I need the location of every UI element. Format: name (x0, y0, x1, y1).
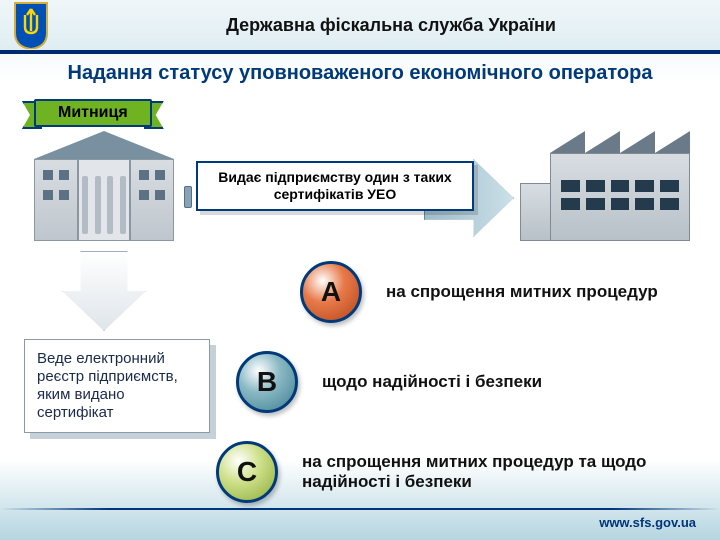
issues-certificate-label: Видає підприємству один з таких сертифік… (196, 161, 474, 211)
certificate-text-c: на спрощення митних процедур та щодо над… (302, 452, 700, 493)
certificate-text-b: щодо надійності і безпеки (322, 372, 542, 392)
customs-building-icon (34, 131, 174, 241)
page-title: Надання статусу уповноваженого економічн… (0, 54, 720, 97)
org-title: Державна фіскальна служба України (62, 15, 720, 36)
coat-of-arms-icon (10, 4, 52, 46)
customs-ribbon-label: Митниця (34, 99, 152, 127)
enterprise-building-icon (520, 131, 690, 241)
diagram-canvas: Митниця Видає підприємству один з таких … (0, 97, 720, 517)
certificate-circle-c: С (216, 441, 278, 503)
certificate-row-a: А на спрощення митних процедур (300, 261, 700, 323)
arrow-down-icon (62, 251, 146, 331)
certificate-circle-b: В (236, 351, 298, 413)
certificate-row-b: В щодо надійності і безпеки (236, 351, 700, 413)
certificate-circle-a: А (300, 261, 362, 323)
certificate-row-c: С на спрощення митних процедур та щодо н… (216, 441, 700, 503)
footer-divider (0, 508, 720, 510)
footer-url: www.sfs.gov.ua (599, 515, 696, 530)
header-bar: Державна фіскальна служба України (0, 0, 720, 54)
certificate-text-a: на спрощення митних процедур (386, 282, 658, 302)
registry-box: Веде електронний реєстр підприємств, яки… (24, 339, 210, 433)
